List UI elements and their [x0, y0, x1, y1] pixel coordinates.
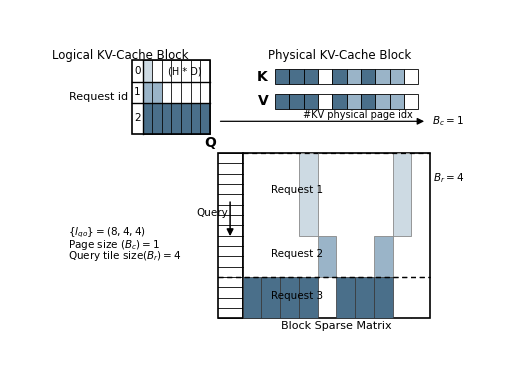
- Text: Request 1: Request 1: [271, 185, 323, 195]
- Bar: [289, 94, 304, 109]
- Bar: [318, 69, 333, 84]
- Text: Page size $(B_c)=1$: Page size $(B_c)=1$: [68, 238, 160, 252]
- Bar: [162, 103, 172, 134]
- Bar: [172, 60, 181, 82]
- Bar: [218, 153, 243, 319]
- Bar: [200, 60, 210, 82]
- Bar: [191, 60, 200, 82]
- Bar: [142, 82, 152, 103]
- Bar: [200, 103, 210, 134]
- Text: 1: 1: [134, 87, 141, 97]
- Bar: [304, 94, 318, 109]
- Bar: [243, 153, 430, 319]
- Bar: [390, 69, 404, 84]
- Bar: [152, 82, 162, 103]
- Bar: [333, 69, 347, 84]
- Bar: [191, 82, 200, 103]
- Bar: [172, 82, 181, 103]
- Text: Block Sparse Matrix: Block Sparse Matrix: [281, 321, 392, 331]
- Bar: [318, 236, 336, 277]
- Text: $\{l_{qo}\}=(8,4,4)$: $\{l_{qo}\}=(8,4,4)$: [68, 226, 146, 240]
- Bar: [191, 103, 200, 134]
- Bar: [181, 60, 191, 82]
- Bar: [152, 103, 162, 134]
- Text: Query tile size$(B_r)=4$: Query tile size$(B_r)=4$: [68, 249, 182, 263]
- Bar: [393, 153, 411, 236]
- Bar: [200, 82, 210, 103]
- Bar: [133, 60, 210, 134]
- Bar: [375, 69, 390, 84]
- Bar: [375, 94, 390, 109]
- Text: $\mathbf{K}$: $\mathbf{K}$: [256, 70, 270, 84]
- Bar: [275, 69, 289, 84]
- Bar: [355, 277, 374, 319]
- Text: Request 3: Request 3: [271, 291, 323, 301]
- Bar: [172, 103, 181, 134]
- Bar: [142, 103, 152, 134]
- Bar: [347, 94, 361, 109]
- Text: 0: 0: [134, 66, 141, 76]
- Bar: [404, 69, 418, 84]
- Text: (H * D): (H * D): [168, 66, 201, 76]
- Bar: [152, 60, 162, 82]
- Text: $B_c=1$: $B_c=1$: [432, 114, 464, 128]
- Text: #KV physical page idx: #KV physical page idx: [303, 110, 413, 120]
- Text: Query: Query: [196, 208, 228, 218]
- Bar: [181, 82, 191, 103]
- Bar: [374, 277, 393, 319]
- Text: $B_r=4$: $B_r=4$: [433, 171, 464, 185]
- Text: $\mathbf{V}$: $\mathbf{V}$: [257, 94, 270, 108]
- Bar: [142, 60, 152, 82]
- Bar: [289, 69, 304, 84]
- Bar: [390, 94, 404, 109]
- Bar: [333, 94, 347, 109]
- Bar: [374, 236, 393, 277]
- Bar: [162, 82, 172, 103]
- Bar: [336, 277, 355, 319]
- Text: Request id: Request id: [69, 92, 128, 102]
- Bar: [347, 69, 361, 84]
- Text: Logical KV-Cache Block: Logical KV-Cache Block: [52, 49, 188, 62]
- Bar: [361, 94, 375, 109]
- Text: Physical KV-Cache Block: Physical KV-Cache Block: [268, 49, 411, 62]
- Text: 2: 2: [134, 113, 141, 123]
- Bar: [275, 94, 289, 109]
- Bar: [304, 69, 318, 84]
- Bar: [299, 153, 318, 236]
- Bar: [299, 277, 318, 319]
- Bar: [261, 277, 280, 319]
- Bar: [318, 94, 333, 109]
- Text: Request 2: Request 2: [271, 249, 323, 259]
- Bar: [243, 277, 261, 319]
- Text: $\mathbf{Q}$: $\mathbf{Q}$: [204, 135, 217, 151]
- Bar: [181, 103, 191, 134]
- Bar: [404, 94, 418, 109]
- Bar: [361, 69, 375, 84]
- Bar: [162, 60, 172, 82]
- Bar: [280, 277, 299, 319]
